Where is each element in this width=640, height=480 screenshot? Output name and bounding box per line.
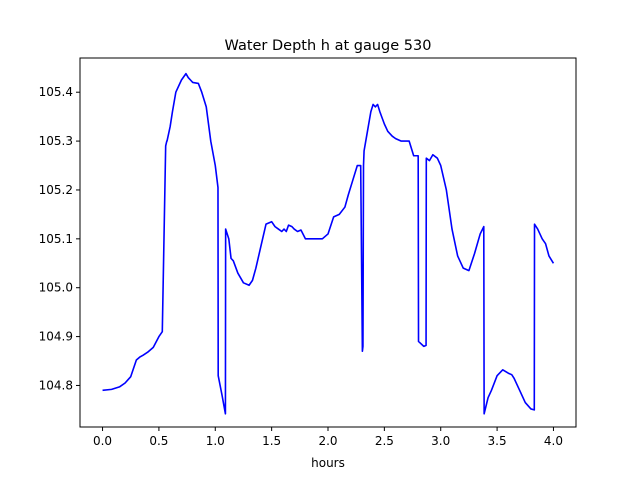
plot-area [102, 72, 555, 415]
x-tick-label: 0.0 [93, 434, 112, 448]
x-tick-label: 2.0 [318, 434, 337, 448]
x-tick-label: 1.0 [206, 434, 225, 448]
x-tick-label: 3.0 [431, 434, 450, 448]
y-tick-label: 105.0 [39, 281, 73, 295]
x-tick-label: 1.5 [262, 434, 281, 448]
y-tick-label: 104.8 [39, 378, 73, 392]
x-tick-label: 3.5 [488, 434, 507, 448]
y-tick-label: 105.1 [39, 232, 73, 246]
y-tick-label: 105.3 [39, 134, 73, 148]
x-tick-label: 4.0 [544, 434, 563, 448]
x-tick-label: 0.5 [149, 434, 168, 448]
x-axis-label: hours [311, 456, 345, 470]
x-tick-label: 2.5 [375, 434, 394, 448]
chart-title: Water Depth h at gauge 530 [225, 38, 432, 54]
series-line [102, 72, 555, 415]
y-axis: 104.8 104.9 105.0 105.1 105.2 105.3 105.4 [39, 85, 80, 392]
y-tick-label: 104.9 [39, 330, 73, 344]
y-tick-label: 105.2 [39, 183, 73, 197]
x-axis: 0.0 0.5 1.0 1.5 2.0 2.5 3.0 3.5 4.0 [93, 427, 563, 448]
y-tick-label: 105.4 [39, 85, 73, 99]
